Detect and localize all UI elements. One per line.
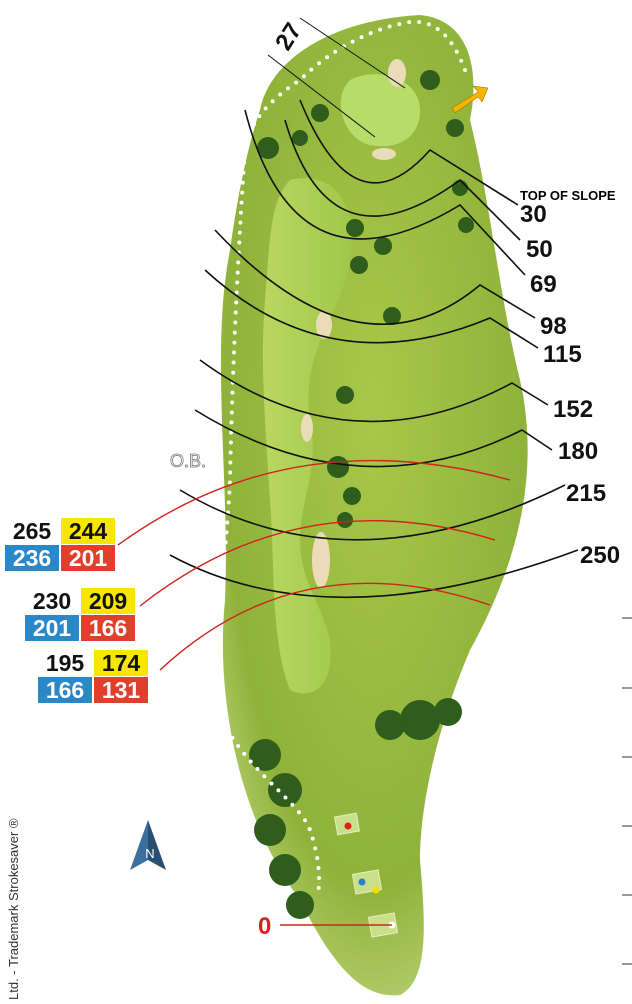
distance: 152	[553, 396, 593, 423]
distance: 250	[580, 542, 620, 569]
green-depth: 27	[270, 18, 307, 55]
black-yardage: 230	[33, 588, 71, 614]
bunker	[372, 148, 396, 160]
red-yardage: 131	[102, 677, 141, 703]
red-yardage: 166	[89, 615, 127, 641]
red-yardage: 201	[69, 545, 108, 571]
distance: 30	[520, 201, 547, 228]
yellow-tee	[373, 887, 380, 894]
copyright: Ltd. - Trademark Strokesaver ®	[6, 818, 21, 1000]
edge-ticks	[622, 618, 632, 964]
blue-yardage: 201	[33, 615, 72, 641]
distance: 115	[543, 341, 582, 368]
north-arrow	[148, 820, 166, 870]
distance: 98	[540, 313, 567, 340]
ob-label: O.B.	[170, 451, 206, 471]
north-label: N	[145, 846, 154, 861]
black-yardage: 265	[13, 518, 52, 544]
bunker	[301, 414, 313, 442]
bunker	[312, 532, 330, 588]
blue-yardage: 166	[46, 677, 84, 703]
yellow-yardage: 244	[69, 518, 108, 544]
distance: 69	[530, 271, 557, 298]
blue-yardage: 236	[13, 545, 51, 571]
yellow-yardage: 174	[102, 650, 141, 676]
yellow-yardage: 209	[89, 588, 127, 614]
tee-distance: 0	[258, 913, 271, 940]
blue-tee	[359, 879, 366, 886]
red-tee	[345, 823, 352, 830]
distance: 215	[566, 480, 606, 507]
north-arrow	[130, 820, 148, 870]
hole-map: 27 TOP OF SLOPE 30 50 69 98 115 152 180 …	[0, 0, 632, 1004]
distance: 50	[526, 236, 553, 263]
distance: 180	[558, 438, 598, 465]
black-yardage: 195	[46, 650, 85, 676]
rough	[221, 15, 528, 995]
